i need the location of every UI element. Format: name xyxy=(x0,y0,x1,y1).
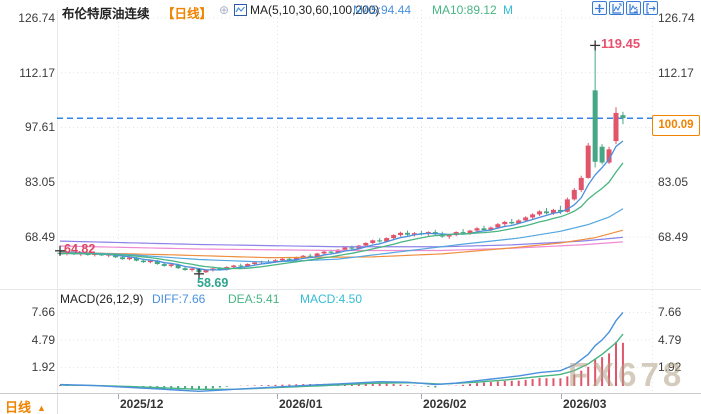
watermark: FX678 xyxy=(568,356,686,393)
macd-label-left: 4.79 xyxy=(31,333,55,347)
macd-label-left: 1.92 xyxy=(31,360,55,374)
month-tick xyxy=(561,394,562,399)
axis-zoom-left-icon[interactable] xyxy=(609,1,624,15)
month-tick xyxy=(421,394,422,399)
y-label-right: 83.05 xyxy=(658,175,689,189)
month-tick xyxy=(277,394,278,399)
month-label: 2026/02 xyxy=(423,397,467,411)
marker-layer xyxy=(55,40,601,279)
pan-right-icon[interactable] xyxy=(643,1,658,15)
x-axis-bar: 日线 ▲ 2025/12 2026/01 2026/02 2026/03 xyxy=(0,393,701,414)
period-selector[interactable]: 日线 ▲ xyxy=(5,397,46,414)
add-indicator-icon[interactable]: ⊕ xyxy=(219,3,230,17)
period-tag: 【日线】 xyxy=(162,7,213,21)
low-price-label: 58.69 xyxy=(197,276,229,290)
month-tick xyxy=(118,394,119,399)
y-label-left: 112.17 xyxy=(19,66,55,80)
macd-dea-value: DEA:5.41 xyxy=(228,292,280,306)
ma-settings-label: MA(5,10,30,60,100,200) xyxy=(250,3,380,17)
instrument-title: 布伦特原油连续 xyxy=(62,7,150,21)
period-up-arrow-icon: ▲ xyxy=(37,403,46,413)
ma-layer xyxy=(59,140,624,271)
current-price-tag: 100.09 xyxy=(652,115,700,136)
macd-params-label: MACD(26,12,9) xyxy=(60,292,144,306)
ma-more-value: M xyxy=(503,3,513,17)
y-label-right: 112.17 xyxy=(658,66,694,80)
grid-layer xyxy=(0,10,701,393)
divider xyxy=(57,394,58,414)
ma5-value: MA5:94.44 xyxy=(353,3,412,17)
ma-indicator-icon[interactable] xyxy=(234,3,247,21)
y-label-left: 83.05 xyxy=(24,175,55,189)
ma10-value: MA10:89.12 xyxy=(432,3,497,17)
macd-label-right: 1.92 xyxy=(658,360,682,374)
high-price-label: 119.45 xyxy=(601,36,641,51)
macd-label-right: 4.79 xyxy=(658,333,682,347)
y-label-left: 126.74 xyxy=(18,11,55,25)
chart-toolbar xyxy=(592,1,658,15)
crosshair-icon[interactable] xyxy=(592,1,607,15)
month-label: 2026/01 xyxy=(279,397,323,411)
candlestick-layer xyxy=(57,45,626,274)
macd-layer xyxy=(59,312,624,392)
macd-label-right: 7.66 xyxy=(658,305,682,319)
macd-label-left: 7.66 xyxy=(31,305,55,319)
y-label-left: 97.61 xyxy=(24,120,55,134)
month-label: 2026/03 xyxy=(563,397,607,411)
y-label-right: 68.49 xyxy=(658,230,689,244)
left-high-price-label: 64.82 xyxy=(64,242,96,256)
y-label-left: 68.49 xyxy=(24,230,55,244)
macd-hist-value: MACD:4.50 xyxy=(300,292,363,306)
axis-zoom-right-icon[interactable] xyxy=(626,1,641,15)
month-label: 2025/12 xyxy=(120,397,164,411)
y-label-right: 126.74 xyxy=(658,11,695,25)
macd-diff-value: DIFF:7.66 xyxy=(152,292,206,306)
period-selector-label: 日线 xyxy=(5,400,32,414)
